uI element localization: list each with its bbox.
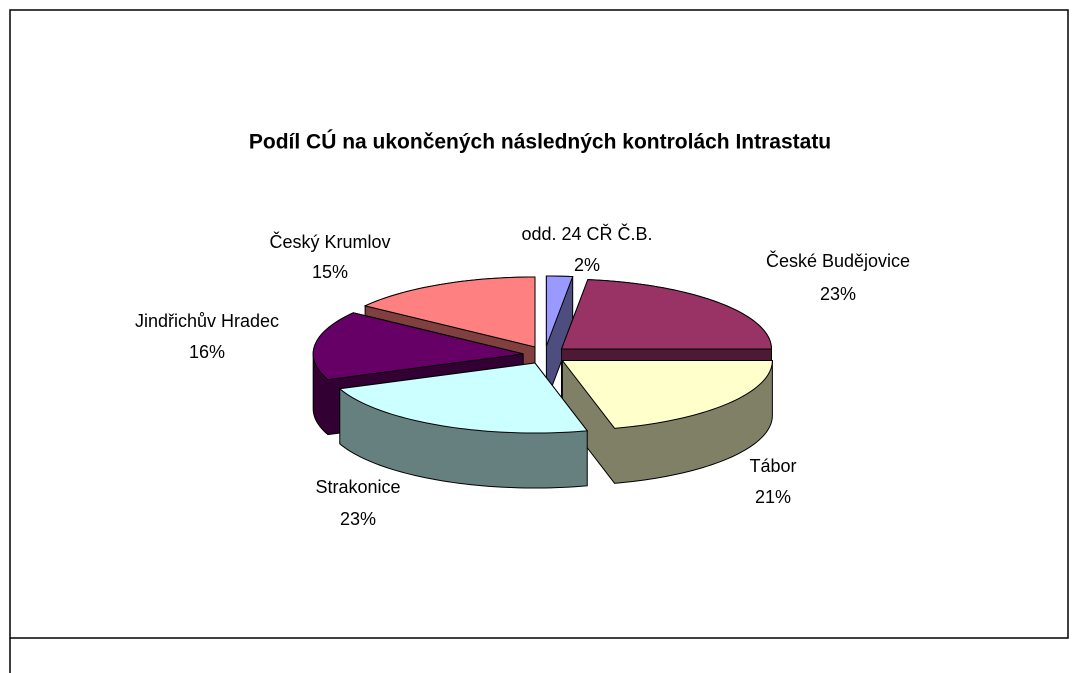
data-label: 23% xyxy=(820,284,856,304)
slice xyxy=(338,362,589,434)
data-label: 21% xyxy=(755,487,791,507)
data-label-name: Tábor xyxy=(749,456,796,476)
chart-title: Podíl CÚ na ukončených následných kontro… xyxy=(249,130,831,154)
data-label-name: České Budějovice xyxy=(766,250,910,271)
slice xyxy=(560,279,773,350)
data-label: 2% xyxy=(574,255,600,275)
data-label-name: odd. 24 CŘ Č.B. xyxy=(521,223,652,244)
frame xyxy=(9,9,1069,639)
slice xyxy=(312,312,524,381)
data-label-name: Jindřichův Hradec xyxy=(135,311,279,331)
data-label: 23% xyxy=(340,509,376,529)
data-label-name: Strakonice xyxy=(315,477,400,497)
data-label-name: Český Krumlov xyxy=(269,231,390,252)
slice xyxy=(363,276,536,348)
data-label: 16% xyxy=(189,342,225,362)
slice xyxy=(561,360,773,429)
slice xyxy=(545,275,574,347)
data-label: 15% xyxy=(312,262,348,282)
